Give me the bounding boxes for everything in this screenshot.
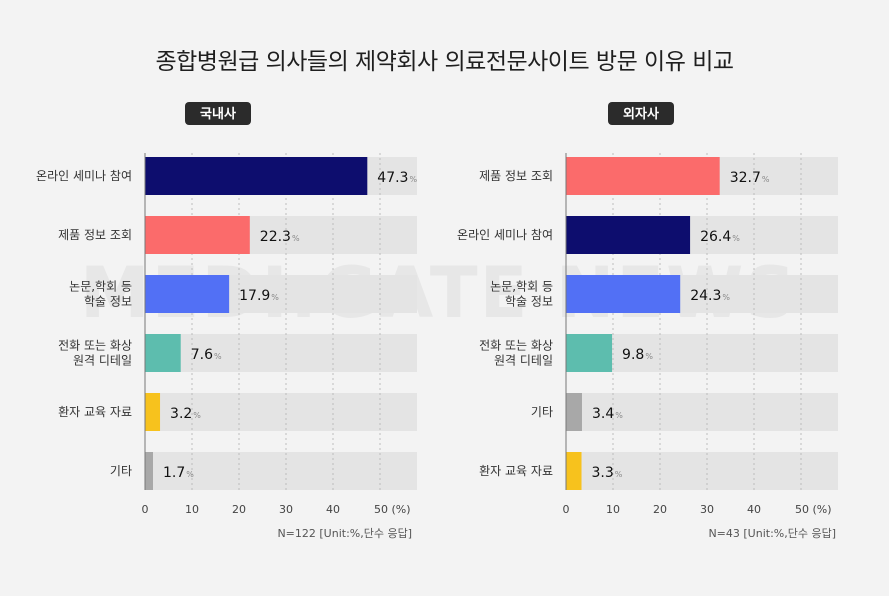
x-tick-label: 40 — [747, 503, 761, 516]
data-label: 24.3% — [690, 288, 730, 304]
bar — [566, 275, 681, 313]
bar — [145, 275, 230, 313]
chart-panel-2: 외자사 32.7% 제품 정보 조회 26.4% 온라인 세미나 참여 24.3% 논문,학… — [457, 102, 838, 540]
bar — [145, 393, 161, 431]
category-label: 온라인 세미나 참여 — [36, 169, 132, 183]
x-tick-label: 0 — [142, 503, 149, 516]
category-label: 환자 교육 자료 — [479, 464, 553, 478]
bar-track — [145, 334, 417, 372]
panel-badge: 국내사 — [185, 102, 251, 125]
category-label: 기타 — [110, 464, 132, 478]
data-label: 17.9% — [239, 288, 279, 304]
bar — [145, 157, 368, 195]
category-label: 논문,학회 등 학술 정보 — [490, 280, 553, 309]
x-tick-label: 50 (%) — [374, 503, 411, 516]
panel-badge: 외자사 — [608, 102, 674, 125]
chart-title: 종합병원급 의사들의 제약회사 의료전문사이트 방문 이유 비교 — [155, 49, 734, 75]
data-label: 3.3% — [592, 465, 623, 481]
bar — [566, 334, 613, 372]
x-tick-label: 0 — [563, 503, 570, 516]
sample-note: N=43 [Unit:%,단수 응답] — [708, 527, 836, 540]
category-label: 기타 — [531, 405, 553, 419]
bar-track — [566, 393, 838, 431]
bar — [566, 452, 582, 490]
bar — [566, 157, 720, 195]
data-label: 26.4% — [700, 229, 740, 245]
x-tick-label: 20 — [653, 503, 667, 516]
x-tick-label: 20 — [232, 503, 246, 516]
bar — [566, 393, 582, 431]
category-label: 제품 정보 조회 — [58, 228, 132, 242]
x-tick-label: 40 — [326, 503, 340, 516]
bar-track — [145, 452, 417, 490]
panel-badge-label: 국내사 — [200, 106, 236, 122]
x-tick-label: 10 — [606, 503, 620, 516]
category-label: 온라인 세미나 참여 — [457, 228, 553, 242]
x-tick-label: 30 — [279, 503, 293, 516]
x-tick-label: 50 (%) — [795, 503, 832, 516]
data-label: 9.8% — [622, 347, 653, 363]
panel-badge-bg — [185, 102, 251, 125]
chart-panel-1: 국내사 47.3% 온라인 세미나 참여 22.3% 제품 정보 조회 17.9% 논문,학… — [36, 102, 417, 540]
category-label: 환자 교육 자료 — [58, 405, 132, 419]
panel-badge-label: 외자사 — [623, 106, 659, 122]
data-label: 22.3% — [260, 229, 300, 245]
bar-track — [566, 452, 838, 490]
sample-note: N=122 [Unit:%,단수 응답] — [277, 527, 412, 540]
x-tick-label: 10 — [185, 503, 199, 516]
bar — [145, 216, 250, 254]
data-label: 47.3% — [377, 170, 417, 186]
category-label: 전화 또는 화상 원격 디테일 — [58, 339, 132, 368]
data-label: 32.7% — [730, 170, 770, 186]
category-label: 제품 정보 조회 — [479, 169, 553, 183]
bar — [145, 452, 153, 490]
panel-badge-bg — [608, 102, 674, 125]
category-label: 논문,학회 등 학술 정보 — [69, 280, 132, 309]
data-label: 3.2% — [170, 406, 201, 422]
data-label: 3.4% — [592, 406, 623, 422]
bar-track — [145, 393, 417, 431]
x-tick-label: 30 — [700, 503, 714, 516]
category-label: 전화 또는 화상 원격 디테일 — [479, 339, 553, 368]
data-label: 1.7% — [163, 465, 194, 481]
bar — [145, 334, 181, 372]
bar — [566, 216, 691, 254]
data-label: 7.6% — [191, 347, 222, 363]
